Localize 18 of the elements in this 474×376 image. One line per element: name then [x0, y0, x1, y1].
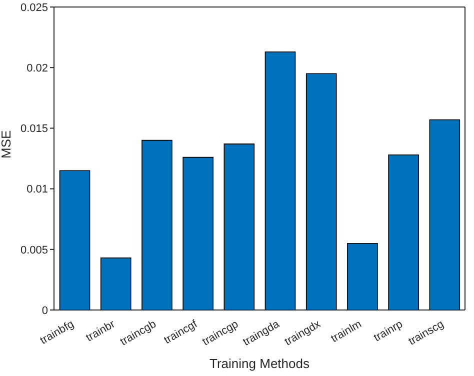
- y-tick-label: 0: [42, 304, 48, 317]
- x-axis-title: Training Methods: [210, 356, 310, 371]
- y-axis-title: MSE: [0, 130, 14, 158]
- bar: [59, 170, 90, 310]
- bar: [388, 154, 419, 310]
- y-tick-label: 0.015: [20, 123, 48, 136]
- bar: [264, 51, 296, 310]
- y-tick-label: 0.01: [26, 184, 48, 196]
- bar: [347, 242, 378, 310]
- bar: [429, 119, 460, 310]
- bar: [142, 140, 172, 310]
- y-tick-label: 0.005: [20, 244, 48, 256]
- bar: [182, 156, 214, 310]
- y-tick-label: 0.02: [26, 62, 48, 75]
- bar: [306, 73, 337, 310]
- bar: [224, 144, 255, 310]
- bar: [100, 257, 132, 310]
- y-tick-label: 0.025: [20, 2, 48, 14]
